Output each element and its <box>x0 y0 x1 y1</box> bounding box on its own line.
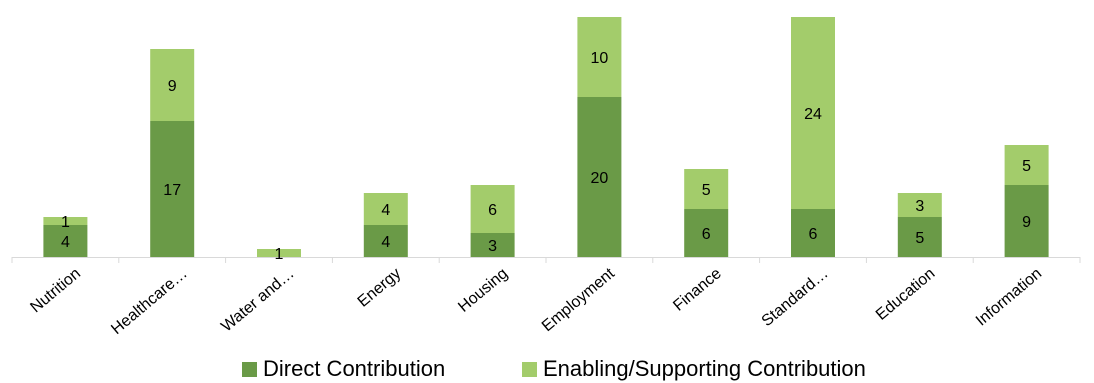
data-label-direct-standard: 6 <box>809 226 818 243</box>
x-tick-label-water-and: Water and… <box>218 265 297 335</box>
data-label-enabling-education: 3 <box>915 198 924 215</box>
legend-label-direct: Direct Contribution <box>263 356 446 381</box>
data-label-enabling-standard: 24 <box>804 106 822 123</box>
x-tick-label-housing: Housing <box>455 265 511 316</box>
legend-swatch-direct <box>242 361 257 377</box>
bar-direct-nutrition <box>43 225 88 257</box>
data-label-enabling-employment: 10 <box>591 50 609 67</box>
bar-enabling-standard <box>791 17 835 209</box>
bar-enabling-energy <box>363 193 408 225</box>
legend-label-enabling: Enabling/Supporting Contribution <box>543 356 866 381</box>
x-tick-label-education: Education <box>873 265 938 324</box>
data-label-direct-information: 9 <box>1022 214 1031 231</box>
x-tick-label-employment: Employment <box>539 265 618 336</box>
bar-enabling-education <box>897 193 942 217</box>
data-label-enabling-housing: 6 <box>488 202 497 219</box>
data-label-direct-nutrition: 4 <box>61 234 70 251</box>
bar-enabling-water-and <box>257 249 301 257</box>
x-tick-label-standard: Standard… <box>759 265 832 330</box>
x-tick-label-information: Information <box>973 265 1045 329</box>
x-tick-label-healthcare: Healthcare… <box>108 265 190 338</box>
bar-enabling-healthcare <box>150 49 195 121</box>
data-label-enabling-water-and: 1 <box>275 246 284 263</box>
legend-item-enabling: Enabling/Supporting Contribution <box>522 356 866 382</box>
data-label-direct-healthcare: 17 <box>163 182 181 199</box>
bar-enabling-housing <box>470 185 515 233</box>
data-label-direct-finance: 6 <box>702 226 711 243</box>
bar-enabling-employment <box>577 17 622 97</box>
legend: Direct Contribution Enabling/Supporting … <box>0 356 1094 382</box>
bar-enabling-information <box>1004 145 1049 185</box>
x-tick-label-finance: Finance <box>670 265 725 315</box>
x-tick-label-nutrition: Nutrition <box>27 265 84 316</box>
data-label-direct-employment: 20 <box>591 170 609 187</box>
data-label-enabling-nutrition: 1 <box>61 214 70 231</box>
stacked-bar-chart: 4 1 Nutrition 17 9 Healthcare… 1 Water and… 4 4 En… <box>11 17 1081 338</box>
data-label-enabling-information: 5 <box>1022 158 1031 175</box>
bar-enabling-finance <box>684 169 729 209</box>
legend-item-direct: Direct Contribution <box>242 356 445 382</box>
data-label-enabling-healthcare: 9 <box>168 78 177 95</box>
x-tick-label-energy: Energy <box>355 265 405 311</box>
data-label-enabling-energy: 4 <box>381 202 390 219</box>
bar-direct-standard <box>791 209 835 257</box>
legend-swatch-enabling <box>522 361 537 377</box>
data-label-direct-housing: 3 <box>488 238 497 255</box>
bar-direct-employment <box>577 97 622 257</box>
bar-direct-healthcare <box>150 121 195 257</box>
data-label-direct-education: 5 <box>915 230 924 247</box>
bar-direct-energy <box>363 225 408 257</box>
data-label-direct-energy: 4 <box>381 234 390 251</box>
bar-direct-education <box>897 217 942 257</box>
data-label-enabling-finance: 5 <box>702 182 711 199</box>
bar-direct-housing <box>470 233 515 257</box>
bar-direct-information <box>1004 185 1049 257</box>
bar-enabling-nutrition <box>43 217 88 225</box>
bar-direct-finance <box>684 209 729 257</box>
